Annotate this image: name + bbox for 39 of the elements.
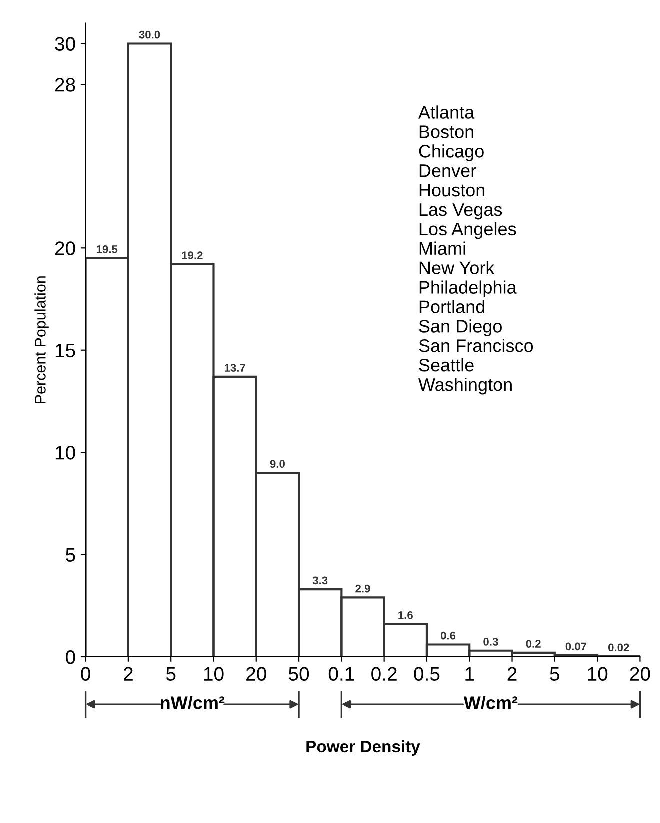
text: 0.2 — [372, 667, 397, 682]
data-label: 0.6 — [441, 632, 456, 640]
data-label: 9.0 — [270, 460, 285, 468]
text: 0.1 — [328, 667, 354, 682]
text: 2 — [124, 667, 133, 681]
x-axis-title: Power Density — [306, 740, 420, 756]
y-tick-label: 15 — [56, 344, 76, 358]
data-label: 3.3 — [312, 576, 328, 585]
text: Atlanta Boston Chicago Denver Houston Las Vegas Los Angeles Miami New York Philadelphia Portland San Diego San Francisco Seattle Washington — [418, 106, 534, 395]
y-tick-label: 0 — [66, 650, 76, 664]
text: 20 — [630, 667, 650, 682]
text: 2 — [508, 667, 517, 681]
text: 5 — [166, 667, 176, 682]
data-label: 13.7 — [224, 364, 246, 372]
data-label: 19.2 — [182, 252, 203, 260]
y-axis-title: Percent Population — [34, 276, 49, 404]
y-tick-label: 10 — [56, 446, 76, 460]
text: 1 — [466, 667, 474, 681]
text: 5 — [550, 667, 560, 682]
y-tick-label: 20 — [55, 242, 76, 256]
data-label: 0.2 — [526, 640, 541, 648]
data-label: 0.02 — [608, 644, 630, 652]
data-label: 19.5 — [97, 246, 118, 254]
text: 50 — [288, 667, 310, 682]
text: 0 — [81, 667, 90, 682]
y-tick-label: 28 — [55, 78, 76, 92]
text: 0.5 — [414, 667, 440, 682]
y-tick-label: 5 — [66, 548, 76, 562]
data-label: 2.9 — [356, 584, 370, 593]
data-label: 30.0 — [139, 30, 160, 39]
data-label: 0.3 — [484, 638, 498, 646]
y-tick-label: 30 — [55, 37, 76, 51]
data-label: 0.07 — [566, 642, 587, 651]
text: 10 — [204, 667, 224, 682]
data-label: 1.6 — [398, 611, 413, 620]
text: nW/cm² — [161, 696, 225, 710]
text: 20 — [246, 667, 266, 682]
text: W/cm² — [464, 696, 518, 710]
text: 10 — [588, 667, 608, 682]
